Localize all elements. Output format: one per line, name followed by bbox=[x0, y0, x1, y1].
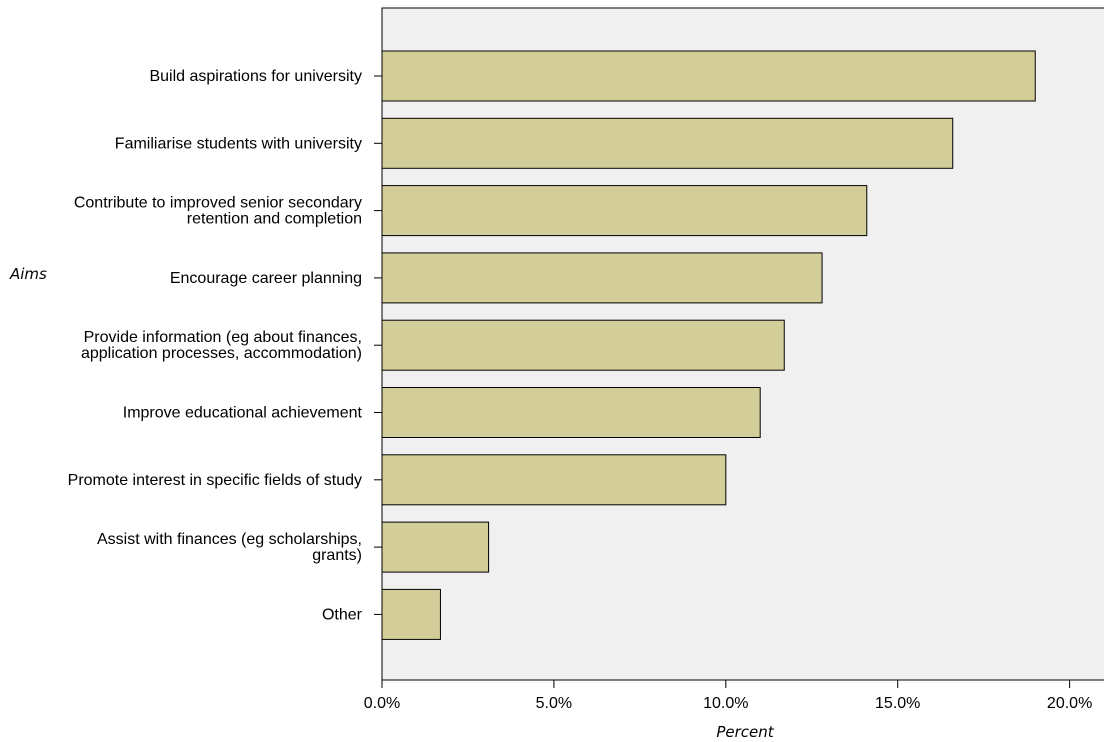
category-label: Assist with finances (eg scholarships, gr… bbox=[97, 531, 362, 564]
category-label-line: Assist with finances (eg scholarships, bbox=[97, 531, 362, 548]
category-label-line: Familiarise students with university bbox=[115, 135, 362, 152]
x-tick-label: 10.0% bbox=[703, 695, 748, 712]
category-label-line: Improve educational achievement bbox=[123, 405, 363, 422]
bar bbox=[381, 50, 1036, 102]
category-label: Promote interest in specific fields of s… bbox=[68, 472, 362, 489]
category-label: Provide information (eg about finances, a… bbox=[81, 329, 362, 362]
bar bbox=[381, 454, 727, 506]
category-label-line: retention and completion bbox=[187, 211, 362, 228]
category-label-line: application processes, accommodation) bbox=[81, 345, 362, 362]
bars-group bbox=[381, 50, 1036, 640]
category-label: Improve educational achievement bbox=[123, 405, 363, 422]
y-axis-title: Aims bbox=[9, 265, 47, 283]
bar bbox=[381, 117, 954, 169]
category-label-line: Provide information (eg about finances, bbox=[84, 329, 362, 346]
x-axis: 0.0% 5.0% 10.0% 15.0% 20.0% bbox=[364, 680, 1092, 712]
x-tick-label: 5.0% bbox=[536, 695, 572, 712]
bar bbox=[381, 319, 785, 371]
x-axis-title: Percent bbox=[716, 723, 774, 741]
bar bbox=[381, 387, 761, 438]
category-label: Contribute to improved senior secondary r… bbox=[74, 195, 362, 228]
category-label-line: Encourage career planning bbox=[170, 270, 362, 287]
category-label-line: Other bbox=[322, 606, 363, 623]
category-label-line: Promote interest in specific fields of s… bbox=[68, 472, 362, 489]
category-labels: Build aspirations for university Familiar… bbox=[68, 68, 382, 623]
x-tick-label: 15.0% bbox=[875, 695, 920, 712]
category-label: Encourage career planning bbox=[170, 270, 362, 287]
category-label: Other bbox=[322, 606, 363, 623]
bar bbox=[381, 252, 823, 304]
category-label: Build aspirations for university bbox=[149, 68, 362, 85]
bar bbox=[381, 521, 490, 573]
category-label-line: Contribute to improved senior secondary bbox=[74, 195, 362, 212]
bar bbox=[381, 588, 441, 640]
bar bbox=[381, 185, 868, 237]
category-label-line: Build aspirations for university bbox=[149, 68, 362, 85]
x-tick-label: 20.0% bbox=[1047, 695, 1092, 712]
x-tick-label: 0.0% bbox=[364, 695, 400, 712]
category-label-line: grants) bbox=[312, 547, 362, 564]
category-label: Familiarise students with university bbox=[115, 135, 362, 152]
